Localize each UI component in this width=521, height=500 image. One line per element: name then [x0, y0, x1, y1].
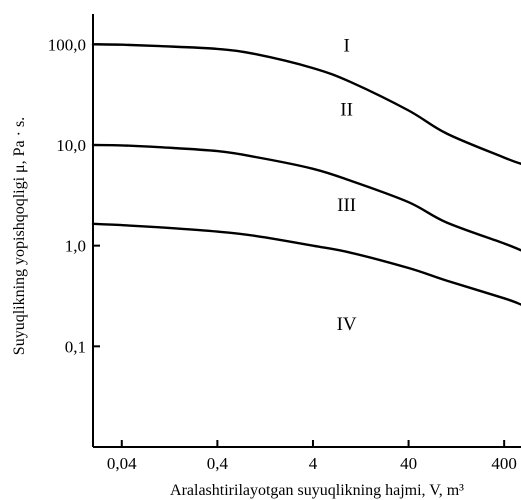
x-axis-label: Aralashtirilayotgan suyuqlikning hajmi, …: [170, 482, 464, 499]
curve-2: [91, 143, 521, 252]
x-tick-label-3: 40: [400, 454, 417, 473]
x-tick-label-1: 0,4: [207, 454, 229, 473]
axes: [92, 14, 521, 448]
y-tick-label-2: 1,0: [65, 237, 86, 256]
y-tick-label-0: 100,0: [48, 35, 86, 54]
x-tick-label-2: 4: [309, 454, 318, 473]
y-tick-label-3: 0,1: [65, 337, 86, 356]
y-tick-label-1: 10,0: [56, 136, 86, 155]
curves: [91, 43, 521, 306]
x-tick-label-0: 0,04: [107, 454, 137, 473]
y-ticks: 100,0 10,0 1,0 0,1: [48, 35, 100, 356]
region-label-2: II: [340, 100, 353, 121]
curve-1: [91, 43, 521, 165]
region-label-1: I: [343, 35, 349, 56]
region-label-3: III: [337, 195, 356, 216]
curve-3: [91, 222, 521, 306]
region-label-4: IV: [337, 314, 357, 335]
x-ticks: 0,04 0,4 4 40 400: [107, 440, 517, 473]
x-tick-label-4: 400: [491, 454, 517, 473]
y-axis-label: Suyuqlikning yopishqoqligi μ, Pa · s.: [11, 117, 28, 355]
